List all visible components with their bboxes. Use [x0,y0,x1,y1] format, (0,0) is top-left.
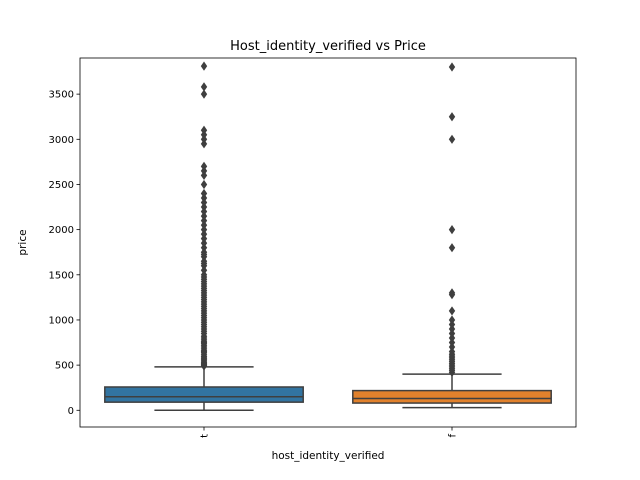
y-tick-label: 3000 [49,135,74,146]
box-group-t [104,61,304,412]
outlier-point [200,179,208,190]
outlier-point [448,134,456,144]
outlier-point [200,82,208,92]
x-axis-label: host_identity_verified [272,450,385,462]
outlier-point [448,62,456,72]
y-tick-label: 2000 [49,225,74,236]
chart-title: Host_identity_verified vs Price [230,39,426,54]
axes-frame [79,57,577,428]
outlier-point [448,306,456,316]
y-axis-label: price [17,229,29,255]
y-tick-label: 3500 [49,90,74,101]
y-tick-label: 1500 [49,270,74,281]
outlier-point [200,89,208,99]
y-tick-label: 0 [68,406,74,417]
outlier-point [200,61,208,71]
outlier-point [200,188,208,199]
outlier-point [200,161,208,171]
axes: 0 500 1000 1500 2000 2500 3000 3500 t f [49,57,577,438]
box-iqr [104,386,304,403]
y-tick-label: 1000 [49,316,74,327]
plot-area [104,61,552,412]
outlier-point [448,288,456,298]
outlier-point [448,112,456,122]
x-tick-label: f [448,434,459,438]
box-iqr [352,389,552,404]
box-group-f [352,62,552,409]
outlier-point [448,225,456,235]
outlier-point [200,125,208,135]
y-tick-label: 500 [55,361,74,372]
x-tick-label: t [200,434,211,438]
outlier-point [448,315,456,325]
outlier-point [448,243,456,253]
y-tick-label: 2500 [49,180,74,191]
